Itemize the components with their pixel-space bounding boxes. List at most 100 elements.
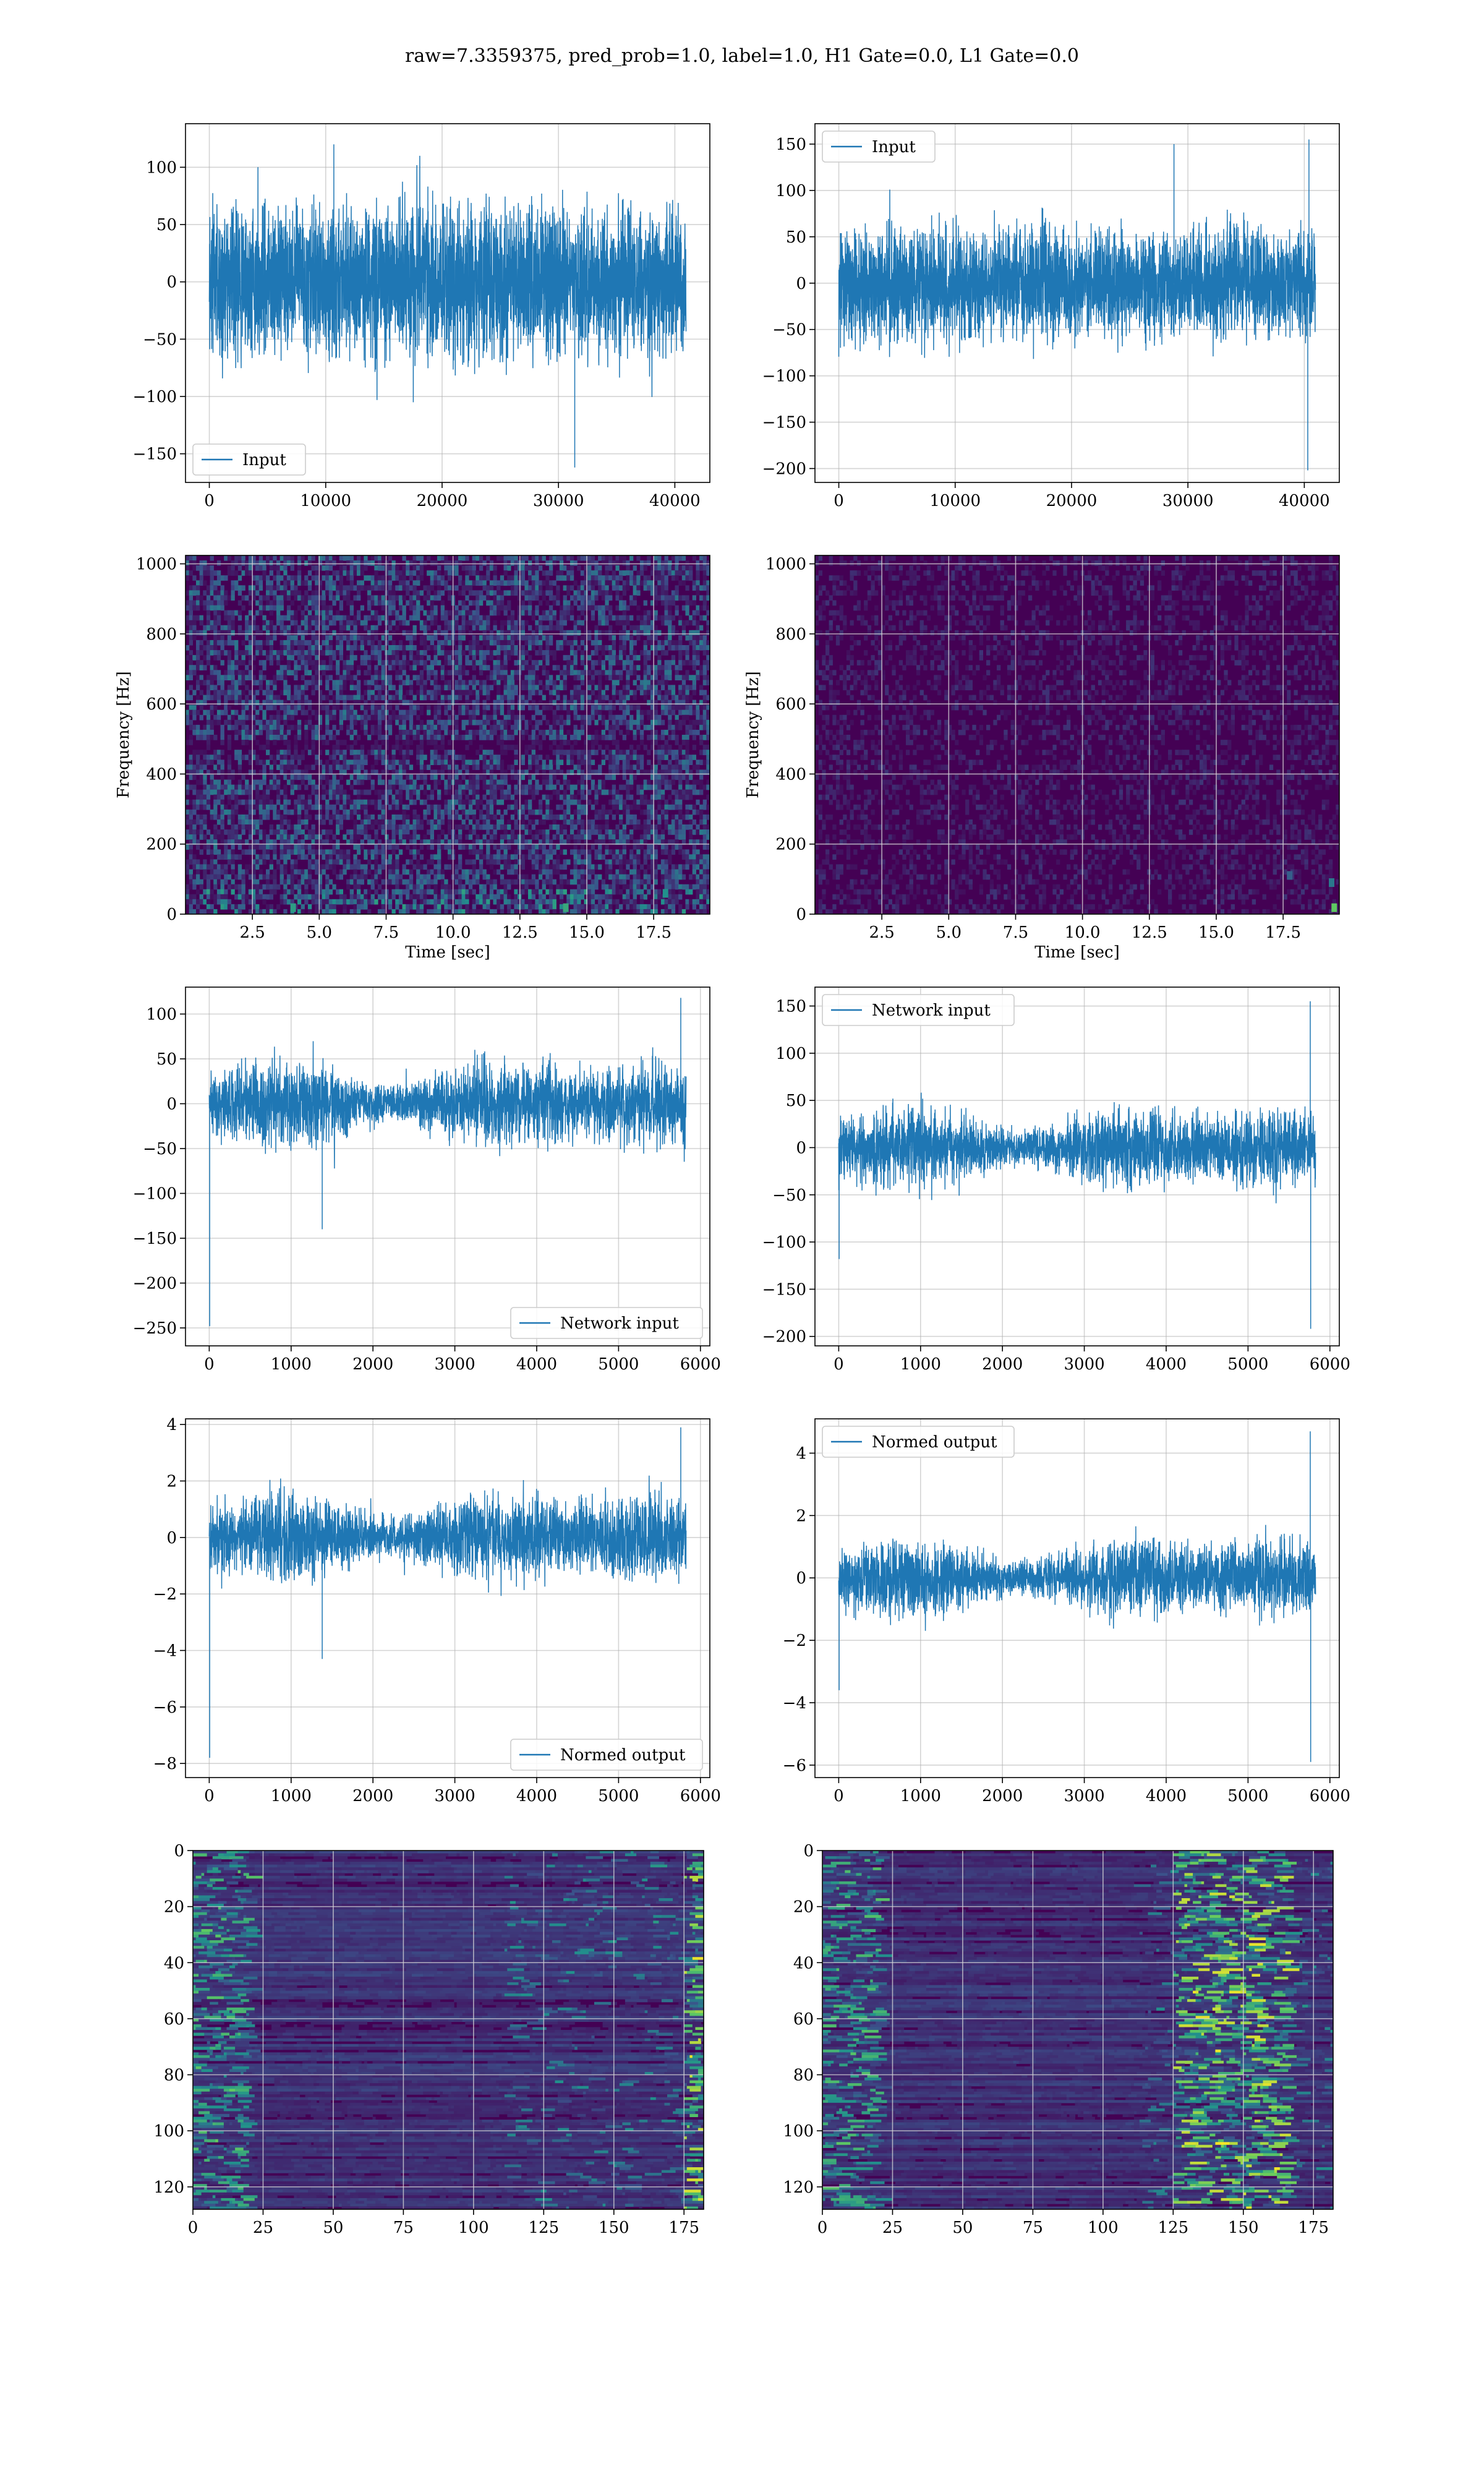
y-tick-label: 50 xyxy=(786,1092,806,1110)
panel-spectrogram-left: 2.5 5.0 7.5 10.0 12.5 15.0 17.5 0 200 400 600 800 10… xyxy=(114,555,710,962)
y-tick-label: 200 xyxy=(775,836,806,854)
x-tick-label: 30000 xyxy=(1162,492,1214,510)
y-tick-label: 60 xyxy=(164,2010,184,2029)
y-tick-label: 100 xyxy=(153,2122,184,2141)
legend-label: Network input xyxy=(560,1314,679,1333)
ticks: 0 25 50 75 100 125 150 175 0 20 40 60 80 100 120 xyxy=(783,1842,1329,2237)
y-tick-label: −50 xyxy=(143,1140,177,1158)
x-tick-label: 75 xyxy=(393,2219,414,2237)
x-tick-label: 150 xyxy=(1228,2219,1259,2237)
x-tick-label: 1000 xyxy=(271,1787,312,1805)
y-tick-label: −200 xyxy=(133,1275,177,1293)
x-tick-label: 6000 xyxy=(680,1787,721,1805)
y-tick-label: −100 xyxy=(762,1233,806,1252)
y-axis-label: Frequency [Hz] xyxy=(744,671,762,798)
x-tick-label: 125 xyxy=(528,2219,559,2237)
legend-box xyxy=(510,1739,703,1771)
panels: 0 10000 20000 30000 40000−150−100−50050100In… xyxy=(114,123,1350,2237)
axes-frame xyxy=(814,555,1340,915)
x-tick-label: 2000 xyxy=(982,1355,1023,1374)
legend-box xyxy=(510,1307,703,1339)
x-tick-label: 15.0 xyxy=(569,923,605,942)
series-line-normed-output xyxy=(208,1427,687,1758)
y-tick-label: −4 xyxy=(153,1641,177,1660)
x-tick-label: 25 xyxy=(882,2219,903,2237)
y-tick-label: −150 xyxy=(762,1280,806,1299)
x-tick-label: 0 xyxy=(834,1787,844,1805)
series-line-network-input xyxy=(838,1001,1316,1329)
x-tick-label: 0 xyxy=(834,1355,844,1374)
y-tick-label: −50 xyxy=(143,330,177,349)
x-tick-label: 30000 xyxy=(533,492,584,510)
y-tick-label: −100 xyxy=(762,367,806,386)
y-tick-label: −150 xyxy=(133,445,177,464)
y-axis-label: Frequency [Hz] xyxy=(114,671,133,798)
x-tick-label: 5000 xyxy=(598,1787,639,1805)
x-tick-label: 10000 xyxy=(300,492,351,510)
axes-frame xyxy=(814,987,1340,1346)
y-tick-label: −6 xyxy=(783,1757,806,1775)
x-tick-label: 2000 xyxy=(352,1355,393,1374)
panel-network-input-left: 0 1000 2000 3000 4000 5000 6000−250−200−150−10… xyxy=(133,987,721,1374)
y-tick-label: −150 xyxy=(133,1230,177,1248)
x-tick-label: 175 xyxy=(1298,2219,1329,2237)
x-tick-label: 10.0 xyxy=(435,923,471,942)
x-tick-label: 17.5 xyxy=(1265,923,1301,942)
x-tick-label: 1000 xyxy=(900,1787,941,1805)
y-tick-label: 0 xyxy=(796,1569,806,1588)
y-tick-label: 800 xyxy=(775,625,806,644)
x-axis-label: Time [sec] xyxy=(1034,943,1120,962)
x-tick-label: 12.5 xyxy=(502,923,538,942)
y-tick-label: 120 xyxy=(783,2178,814,2197)
y-tick-label: 100 xyxy=(775,1045,806,1063)
y-tick-label: 400 xyxy=(146,765,177,784)
panel-feature-map-left: 0 25 50 75 100 125 150 175 0 20 40 60 80 100 120 xyxy=(153,1842,704,2237)
y-tick-label: 0 xyxy=(796,275,806,293)
y-tick-label: 400 xyxy=(775,765,806,784)
y-tick-label: −200 xyxy=(762,1328,806,1346)
y-tick-label: −100 xyxy=(133,388,177,406)
y-tick-label: −150 xyxy=(762,414,806,432)
y-tick-label: −50 xyxy=(772,1186,806,1205)
axes-frame xyxy=(814,1418,1340,1778)
y-tick-label: −250 xyxy=(133,1319,177,1338)
legend: Normed output xyxy=(822,1426,1015,1458)
x-tick-label: 75 xyxy=(1023,2219,1043,2237)
grid xyxy=(186,987,710,1346)
x-tick-label: 100 xyxy=(1088,2219,1119,2237)
ticks: 0 1000 2000 3000 4000 5000 6000−250−200−150−10… xyxy=(133,1006,721,1374)
y-tick-label: 80 xyxy=(793,2066,814,2085)
y-tick-label: 50 xyxy=(786,228,806,247)
ticks: 2.5 5.0 7.5 10.0 12.5 15.0 17.5 0 200 400 600 800 10… xyxy=(136,555,672,942)
y-tick-label: 2 xyxy=(796,1507,806,1525)
figure-title: raw=7.3359375, pred_prob=1.0, label=1.0,… xyxy=(405,45,1079,67)
legend: Input xyxy=(192,443,306,476)
y-tick-label: −2 xyxy=(153,1585,177,1604)
x-tick-label: 12.5 xyxy=(1132,923,1167,942)
x-tick-label: 3000 xyxy=(434,1787,475,1805)
y-tick-label: 0 xyxy=(796,1139,806,1157)
x-tick-label: 2.5 xyxy=(869,923,894,942)
x-tick-label: 6000 xyxy=(1310,1787,1350,1805)
x-tick-label: 50 xyxy=(323,2219,343,2237)
y-tick-label: −8 xyxy=(153,1755,177,1773)
y-tick-label: 200 xyxy=(146,836,177,854)
y-tick-label: 150 xyxy=(775,135,806,154)
y-tick-label: 60 xyxy=(793,2010,814,2029)
x-tick-label: 6000 xyxy=(1310,1355,1350,1374)
x-tick-label: 6000 xyxy=(680,1355,721,1374)
y-tick-label: 0 xyxy=(166,1095,177,1114)
heatmap-cells xyxy=(186,555,710,914)
panel-network-input-right: 0 1000 2000 3000 4000 5000 6000−200−150−100−50… xyxy=(762,987,1350,1374)
x-tick-label: 0 xyxy=(188,2219,198,2237)
y-tick-label: 100 xyxy=(775,182,806,200)
y-tick-label: −2 xyxy=(783,1632,806,1650)
x-tick-label: 3000 xyxy=(434,1355,475,1374)
axes-frame xyxy=(814,123,1340,483)
x-tick-label: 0 xyxy=(204,1355,215,1374)
series-line-input xyxy=(838,139,1316,471)
x-tick-label: 40000 xyxy=(1279,492,1330,510)
y-tick-label: −200 xyxy=(762,460,806,479)
axes-frame xyxy=(822,1850,1334,2210)
